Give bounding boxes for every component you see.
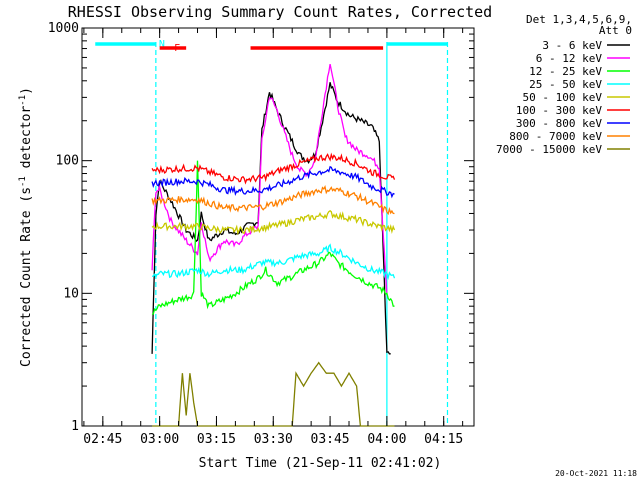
y-axis: 1 10 100 1000	[48, 21, 474, 434]
data-series	[151, 63, 396, 427]
legend-entry-label: 12 - 25 keV	[529, 65, 602, 78]
x-tick-label: 03:00	[140, 432, 179, 447]
x-tick-label: 04:00	[367, 432, 406, 447]
legend-header: Att 0	[599, 24, 632, 37]
series-line	[151, 152, 396, 185]
legend-entry-label: 6 - 12 keV	[536, 52, 603, 65]
x-tick-label: 03:45	[311, 432, 350, 447]
y-tick-label: 1000	[48, 21, 79, 36]
y-tick-label: 1	[71, 419, 79, 434]
series-line	[151, 160, 395, 316]
x-tick-label: 02:45	[83, 432, 122, 447]
x-axis-label: Start Time (21-Sep-11 02:41:02)	[199, 456, 442, 471]
series-line	[151, 165, 395, 199]
legend-entry-label: 800 - 7000 keV	[509, 130, 602, 143]
legend-entry-label: 7000 - 15000 keV	[496, 143, 602, 156]
series-line	[151, 63, 388, 294]
legend-entry-label: 100 - 300 keV	[516, 104, 602, 117]
legend-header: Det 1,3,4,5,6,9,	[526, 13, 632, 26]
legend-entry-label: 50 - 100 keV	[523, 91, 603, 104]
plot-area	[81, 27, 475, 427]
series-line	[151, 185, 395, 216]
y-tick-label: 10	[63, 286, 79, 301]
series-line	[151, 82, 391, 355]
x-tick-label: 03:15	[197, 432, 236, 447]
legend-entry-label: 3 - 6 keV	[542, 39, 602, 52]
footer-timestamp: 20-Oct-2021 11:18	[555, 469, 637, 478]
x-tick-label: 03:30	[254, 432, 293, 447]
x-tick-label: 04:15	[424, 432, 463, 447]
plot-border	[81, 27, 475, 427]
status-bar-label: F	[174, 43, 180, 54]
legend-entry-label: 300 - 800 keV	[516, 117, 602, 130]
series-line	[151, 209, 396, 236]
y-tick-label: 100	[56, 154, 79, 169]
legend-entry-label: 25 - 50 keV	[529, 78, 602, 91]
series-line	[151, 243, 396, 281]
x-axis: 02:45 03:00 03:15 03:30 03:45 04:00 04:15	[83, 28, 463, 447]
status-bar-label: N	[159, 39, 165, 50]
y-axis-label: Corrected Count Rate (s-1 detector-1)	[18, 87, 34, 367]
chart-title: RHESSI Observing Summary Count Rates, Co…	[68, 3, 492, 21]
